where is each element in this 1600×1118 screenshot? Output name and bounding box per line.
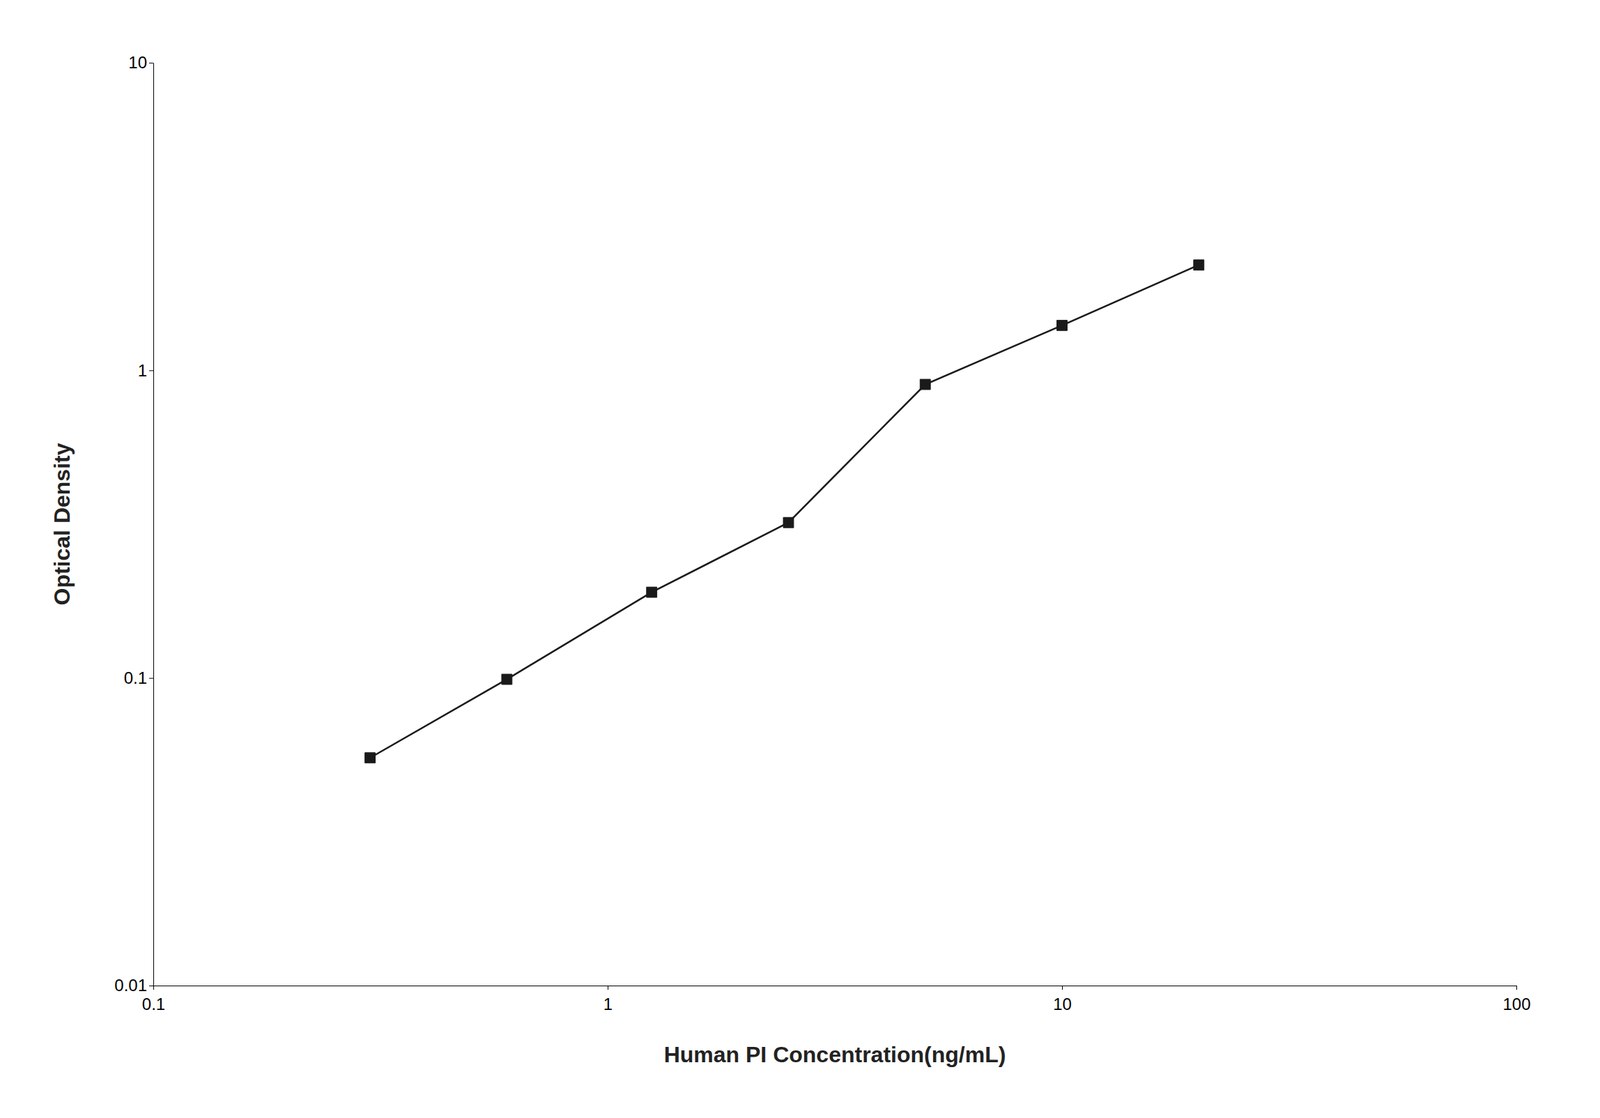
data-point — [1193, 259, 1205, 271]
data-point — [783, 517, 794, 528]
y-tick-label: 10 — [128, 52, 148, 72]
y-tick-mark — [149, 985, 154, 987]
x-tick-label: 10 — [1052, 994, 1072, 1014]
x-tick-label: 100 — [1502, 994, 1531, 1014]
y-tick: 1 — [137, 360, 154, 380]
x-tick-mark — [153, 985, 155, 990]
chart-svg: 0.11101000.010.1110Human PI Concentratio… — [0, 0, 1600, 1118]
data-point — [919, 379, 931, 390]
y-tick: 0.01 — [114, 975, 154, 995]
y-axis: 0.01 0.1 1 10 — [114, 52, 154, 995]
x-tick-mark — [607, 985, 609, 990]
data-point — [501, 673, 513, 685]
x-tick-mark — [1062, 985, 1063, 990]
y-tick-mark — [149, 678, 154, 679]
x-tick: 10 — [1052, 985, 1072, 1014]
plot-area: 0.11101000.010.1110 — [114, 52, 1531, 1014]
y-tick-label: 0.1 — [124, 668, 148, 688]
y-tick-mark — [149, 62, 154, 64]
y-tick: 0.1 — [124, 668, 154, 688]
chart-container: 0.11101000.010.1110Human PI Concentratio… — [0, 0, 1600, 1118]
x-tick-label: 1 — [603, 994, 613, 1014]
y-axis-title: Optical Density — [49, 442, 75, 605]
x-axis-line — [154, 985, 1518, 987]
x-tick-mark — [1516, 985, 1518, 990]
x-axis: 0.1 1 10 100 — [142, 985, 1532, 1014]
data-line — [370, 264, 1199, 758]
y-tick-mark — [149, 370, 154, 371]
y-tick: 10 — [128, 52, 154, 72]
x-axis-title: Human PI Concentration(ng/mL) — [664, 1041, 1007, 1067]
y-tick-label: 1 — [137, 360, 148, 380]
data-point — [646, 586, 658, 598]
x-tick: 100 — [1502, 985, 1531, 1014]
x-tick: 1 — [603, 985, 613, 1014]
data-point — [1057, 319, 1068, 331]
marks — [365, 259, 1205, 764]
data-point — [365, 752, 376, 764]
y-tick-label: 0.01 — [114, 975, 148, 995]
x-tick-label: 0.1 — [142, 994, 166, 1014]
y-axis-line — [153, 63, 155, 987]
